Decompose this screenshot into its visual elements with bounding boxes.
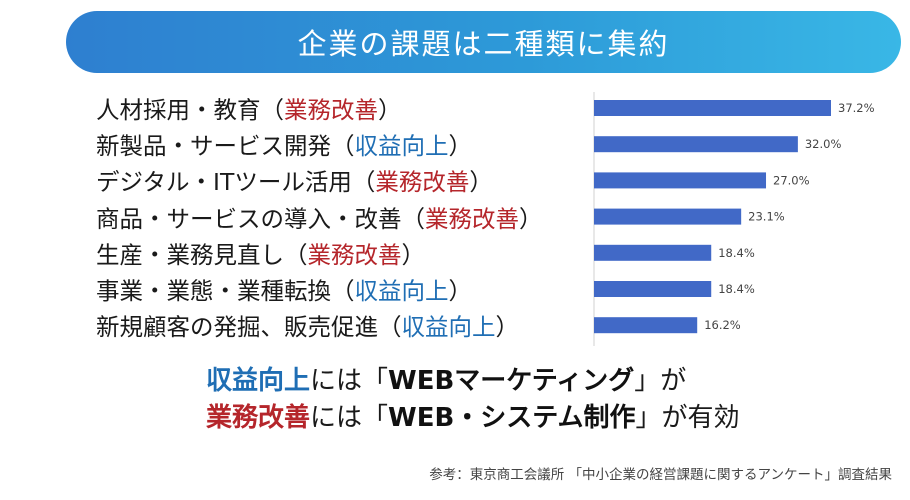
title-banner: 企業の課題は二種類に集約 [66, 11, 901, 73]
category-label: 生産・業務見直し [96, 240, 284, 269]
category-row: デジタル・ITツール活用（業務改善） [96, 168, 493, 197]
category-label: デジタル・ITツール活用 [96, 168, 352, 197]
category-row: 事業・業態・業種転換（収益向上） [96, 277, 472, 305]
category-label: 新規顧客の発掘、販売促進 [96, 313, 378, 342]
category-row: 新製品・サービス開発（収益向上） [96, 132, 472, 161]
bar-value-label: 18.4% [718, 246, 755, 260]
bar [594, 100, 831, 116]
bar [594, 172, 767, 189]
bar [594, 136, 798, 153]
summary-text-2a: には「 [310, 403, 389, 433]
category-row: 新規顧客の発掘、販売促進（収益向上） [96, 313, 519, 342]
category-tag: 収益向上 [401, 313, 496, 342]
category-tag: 業務改善 [375, 168, 470, 197]
summary-bold-marketing: WEBマーケティング [388, 366, 635, 396]
source-note: 参考：東京商工会議所 「中小企業の経営課題に関するアンケート」調査結果 [429, 467, 892, 483]
summary-highlight-improvement: 業務改善 [206, 403, 311, 433]
bar-value-label: 37.2% [838, 101, 875, 115]
summary-highlight-revenue: 収益向上 [206, 366, 311, 396]
category-tag: 業務改善 [284, 96, 378, 124]
category-row: 生産・業務見直し（業務改善） [96, 240, 425, 269]
category-tag: 収益向上 [354, 132, 449, 161]
category-label: 事業・業態・業種転換 [96, 277, 331, 305]
bar-value-label: 18.4% [718, 282, 755, 296]
bar-value-label: 32.0% [805, 137, 842, 151]
category-tag: 収益向上 [354, 277, 449, 305]
category-row: 人材採用・教育（業務改善） [96, 96, 402, 124]
summary-line-2: 業務改善には「WEB・システム制作」が有効 [206, 400, 740, 437]
summary-bold-system: WEB・システム制作 [388, 403, 636, 433]
summary-text-1b: 」が [634, 366, 687, 396]
category-label: 新製品・サービス開発 [96, 132, 331, 161]
summary-line-1: 収益向上には「WEBマーケティング」が [206, 363, 740, 400]
category-tag: 業務改善 [425, 204, 519, 233]
summary-text-2b: 」が有効 [635, 403, 740, 433]
bar [594, 317, 698, 334]
category-label: 人材採用・教育 [96, 96, 261, 124]
bar-value-label: 16.2% [704, 318, 741, 332]
bar [594, 244, 712, 261]
bar-value-label: 23.1% [748, 210, 785, 224]
summary-text-1a: には「 [310, 366, 389, 396]
bar [594, 208, 742, 225]
category-label: 商品・サービスの導入・改善 [96, 204, 402, 233]
bar-value-label: 27.0% [773, 173, 810, 187]
bar-chart: 37.2% 32.0% 27.0% 23.1% 18.4% 18.4% 16.2% [593, 92, 875, 346]
page-title: 企業の課題は二種類に集約 [297, 27, 670, 61]
category-tag: 業務改善 [307, 240, 402, 269]
category-row: 商品・サービスの導入・改善（業務改善） [96, 204, 543, 233]
bar [594, 281, 712, 297]
summary-text: 収益向上には「WEBマーケティング」が 業務改善には「WEB・システム制作」が有… [206, 363, 740, 437]
